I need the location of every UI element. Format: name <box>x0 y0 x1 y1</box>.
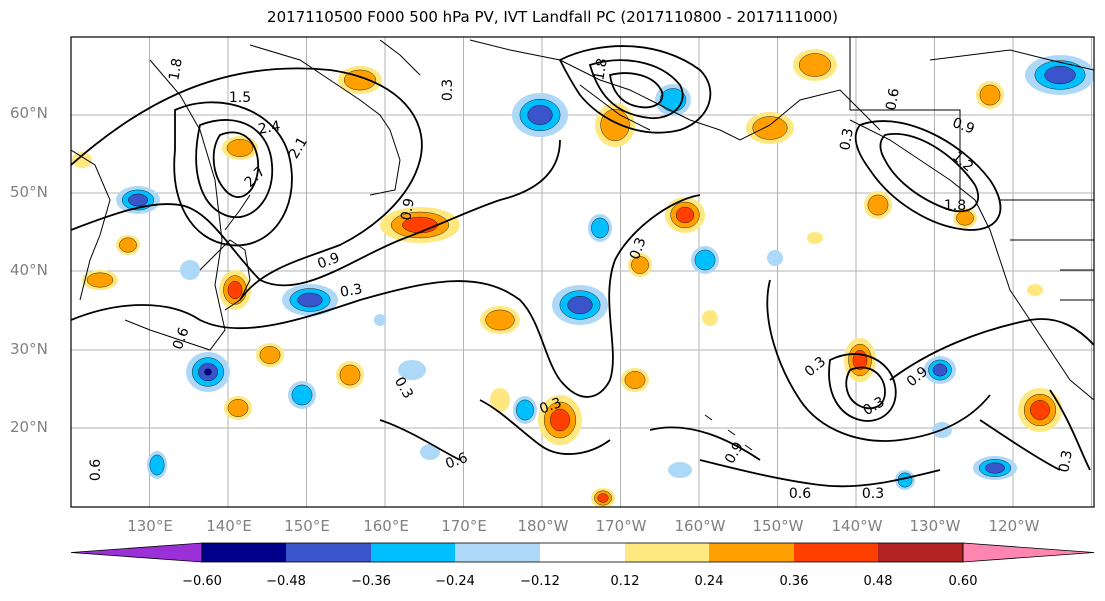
pv-contours <box>71 45 1094 488</box>
negative-anomaly-patch <box>527 105 553 125</box>
negative-anomaly-patch <box>591 217 609 239</box>
positive-anomaly-patch <box>631 256 649 274</box>
positive-anomaly-patch <box>485 309 515 331</box>
contour-label: 0.3 <box>837 127 857 152</box>
colorbar-tick-label: −0.36 <box>351 574 391 589</box>
canada-borders <box>849 37 1094 301</box>
colorbar-tick-label: −0.60 <box>182 574 222 589</box>
lon-label-130e: 130°E <box>127 517 173 535</box>
lat-label-40n: 40°N <box>10 261 48 279</box>
colorbar-tick-label: −0.48 <box>266 574 306 589</box>
positive-anomaly-patch <box>227 281 243 300</box>
lon-label-150e: 150°E <box>284 517 330 535</box>
negative-anomaly-patch <box>297 292 323 308</box>
positive-anomaly-patch <box>490 388 510 412</box>
positive-anomaly-patch <box>226 139 254 157</box>
hawaii-islands <box>704 414 753 451</box>
contour-label: 0.6 <box>883 87 903 112</box>
negative-anomaly-patch <box>567 296 593 315</box>
contour-label: 1.8 <box>166 57 186 82</box>
colorbar-tick-label: −0.24 <box>435 574 475 589</box>
negative-anomaly-patch <box>291 384 313 406</box>
positive-anomaly-patch <box>798 53 832 77</box>
lon-label-150w: 150°W <box>752 517 804 535</box>
lat-label-30n: 30°N <box>10 340 48 358</box>
contour-label: 0.9 <box>398 197 418 222</box>
contour-label: 0.3 <box>627 235 650 261</box>
lon-label-170e: 170°E <box>441 517 487 535</box>
positive-anomaly-patch <box>597 493 609 503</box>
positive-anomaly-patch <box>676 206 695 224</box>
contour-label: 0.6 <box>789 486 811 502</box>
graticule <box>71 37 1094 507</box>
colorbar-tick-label: 0.12 <box>610 574 640 589</box>
negative-anomaly-patch <box>1044 65 1076 84</box>
positive-anomaly-patch <box>807 232 823 244</box>
contour-label: 0.9 <box>315 250 341 273</box>
positive-anomaly-patch <box>702 310 718 326</box>
contour-label: 0.3 <box>862 486 884 502</box>
positive-anomaly-patch <box>259 346 281 364</box>
lat-label-50n: 50°N <box>10 183 48 201</box>
negative-anomaly-patch <box>516 399 534 421</box>
lon-label-140e: 140°E <box>206 517 252 535</box>
contour-label: 0.6 <box>88 459 104 481</box>
positive-anomaly-patch <box>752 116 788 140</box>
contour-label: 1.8 <box>591 57 611 82</box>
positive-anomaly-patch <box>72 152 92 168</box>
contour-label: 0.9 <box>950 115 976 138</box>
negative-anomaly-patch <box>128 193 148 207</box>
positive-anomaly-patch <box>600 108 630 142</box>
negative-anomaly-patch <box>420 444 440 460</box>
positive-anomaly-patch <box>227 399 249 417</box>
colorbar-tick-label: 0.60 <box>948 574 978 589</box>
positive-anomaly-patch <box>1027 284 1043 296</box>
contour-label: 1.8 <box>944 198 966 214</box>
lon-label-170w: 170°W <box>595 517 647 535</box>
lon-label-120w: 120°W <box>988 517 1040 535</box>
negative-anomaly-patch <box>374 314 386 326</box>
positive-anomaly-patch <box>979 84 1001 106</box>
negative-anomaly-patch <box>204 368 212 376</box>
contour-label: 1.5 <box>229 90 251 106</box>
lat-label-60n: 60°N <box>10 104 48 122</box>
negative-anomaly-patch <box>932 363 948 377</box>
colorbar-tick-label: 0.24 <box>694 574 724 589</box>
contour-label: 0.3 <box>440 79 456 101</box>
positive-anomaly-patch <box>550 408 570 432</box>
contour-label: 0.3 <box>1056 449 1076 474</box>
negative-anomaly-patch <box>668 462 692 478</box>
contour-label: 2.4 <box>257 118 282 138</box>
negative-anomaly-patch <box>985 462 1005 474</box>
map-title: 2017110500 F000 500 hPa PV, IVT Landfall… <box>267 8 838 26</box>
negative-anomaly-patch <box>767 250 783 266</box>
lon-label-130w: 130°W <box>909 517 961 535</box>
positive-anomaly-patch <box>1030 400 1050 420</box>
colorbar-tick-label: 0.48 <box>863 574 893 589</box>
colorbar-tick-label: 0.36 <box>779 574 809 589</box>
positive-anomaly-patch <box>86 272 114 288</box>
lat-label-20n: 20°N <box>10 418 48 436</box>
map-frame <box>70 36 1095 508</box>
alaska-coast <box>469 39 881 141</box>
positive-anomaly-patch <box>339 364 361 386</box>
positive-anomaly-patch <box>119 237 137 253</box>
lon-label-160e: 160°E <box>363 517 409 535</box>
lon-label-160w: 160°W <box>674 517 726 535</box>
contour-label: 0.6 <box>443 450 469 473</box>
contour-label: 0.3 <box>339 281 364 301</box>
lon-label-140w: 140°W <box>831 517 883 535</box>
north-america-coast <box>849 49 1094 401</box>
negative-anomaly-patch <box>694 249 716 271</box>
contour-label: 0.3 <box>537 395 563 418</box>
negative-anomaly-patch <box>180 260 200 280</box>
positive-anomaly-patch <box>867 194 889 216</box>
positive-anomaly-patch <box>624 371 646 389</box>
contour-label: 0.6 <box>170 325 193 351</box>
colorbar-tick-label: −0.12 <box>520 574 560 589</box>
lon-label-180w: 180°W <box>517 517 569 535</box>
negative-anomaly-patch <box>149 454 165 476</box>
negative-anomaly-patch <box>398 360 426 380</box>
